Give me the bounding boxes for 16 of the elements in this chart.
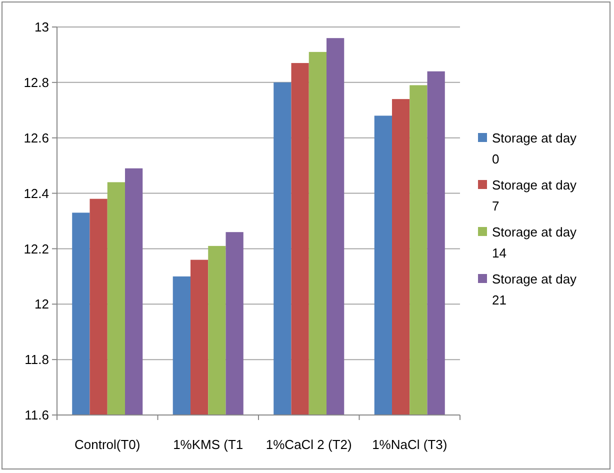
legend-label: Storage at day 21 bbox=[492, 272, 578, 308]
x-tick-label: 1%CaCl 2 (T2) bbox=[266, 437, 352, 452]
y-tick-label: 12.4 bbox=[24, 186, 49, 201]
legend-label: Storage at day 7 bbox=[492, 178, 578, 214]
x-tick-label: Control(T0) bbox=[74, 437, 140, 452]
y-tick-label: 12.8 bbox=[24, 74, 49, 90]
y-tick-label: 13 bbox=[34, 20, 49, 35]
y-tick-label: 11.8 bbox=[24, 352, 49, 368]
y-tick-label: 12.2 bbox=[24, 241, 49, 256]
x-tick-label: 1%NaCl (T3) bbox=[372, 437, 448, 452]
legend-label: Storage at day 14 bbox=[492, 224, 578, 260]
y-tick-label: 12 bbox=[34, 296, 49, 312]
y-tick-label: 11.6 bbox=[24, 408, 49, 423]
legend-label: Storage at day 0 bbox=[492, 130, 578, 166]
y-tick-label: 12.6 bbox=[24, 130, 49, 146]
x-tick-label: 1%KMS (T1 bbox=[173, 437, 244, 452]
